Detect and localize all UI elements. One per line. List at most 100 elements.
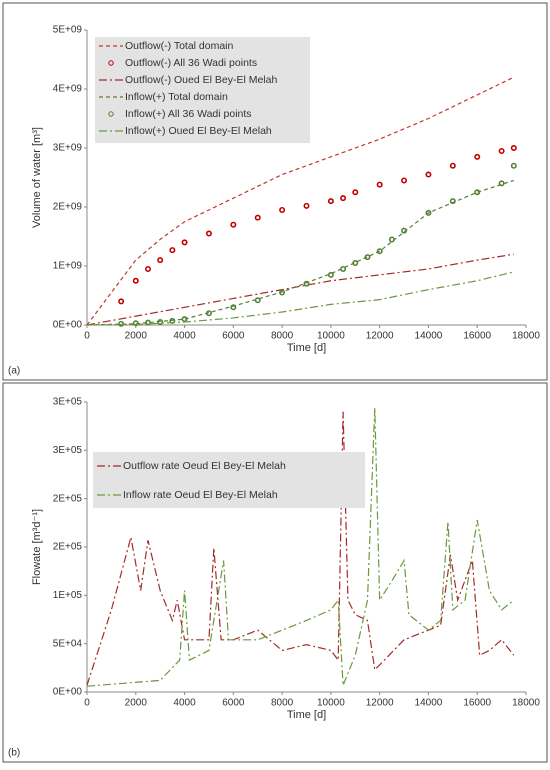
- y-tick-label: 5E+09: [53, 25, 83, 36]
- x-tick-label: 14000: [415, 331, 443, 342]
- data-point: [498, 147, 505, 154]
- x-tick-label: 14000: [415, 698, 443, 709]
- x-tick-label: 12000: [366, 698, 394, 709]
- x-tick-label: 8000: [271, 698, 294, 709]
- y-tick-label: 1E+05: [53, 590, 83, 601]
- data-point: [132, 277, 139, 284]
- series-line: [86, 271, 514, 326]
- series-line: [86, 76, 515, 326]
- panel-border: [2, 382, 548, 763]
- x-tick-label: 10000: [317, 331, 345, 342]
- x-tick-label: 0: [84, 698, 90, 709]
- data-point: [376, 181, 383, 188]
- legend-label: Inflow rate Oeud El Bey-El Melah: [123, 489, 278, 501]
- data-point: [144, 265, 151, 272]
- panel-border: [2, 2, 548, 381]
- x-tick-label: 2000: [125, 698, 148, 709]
- x-tick-label: 4000: [173, 698, 196, 709]
- legend-label: Outflow(-) Total domain: [125, 40, 234, 52]
- legend-label: Outflow rate Oeud El Bey-El Melah: [123, 460, 286, 472]
- data-point: [230, 304, 237, 311]
- data-point: [205, 310, 212, 317]
- data-point: [118, 298, 125, 305]
- data-point: [181, 239, 188, 246]
- legend-label: Inflow(+) All 36 Wadi points: [125, 108, 252, 120]
- data-point: [205, 230, 212, 237]
- data-point: [144, 319, 151, 326]
- data-point: [474, 153, 481, 160]
- y-tick-label: 4E+09: [53, 84, 83, 95]
- y-tick-label: 3E+09: [53, 143, 83, 154]
- y-tick-label: 0E+00: [53, 687, 83, 698]
- data-point: [279, 289, 286, 296]
- legend-marker: [108, 60, 114, 66]
- x-tick-label: 8000: [271, 331, 294, 342]
- data-point: [352, 260, 359, 267]
- x-axis-title: Time [d]: [287, 709, 326, 721]
- series-line: [86, 179, 514, 326]
- data-point: [303, 202, 310, 209]
- legend-label: Outflow(-) All 36 Wadi points: [125, 57, 257, 69]
- data-point: [157, 319, 164, 326]
- legend-box: [93, 452, 365, 508]
- data-point: [364, 254, 371, 261]
- data-point: [254, 297, 261, 304]
- data-point: [230, 221, 237, 228]
- x-tick-label: 0: [84, 331, 90, 342]
- data-point: [474, 189, 481, 196]
- x-tick-label: 2000: [125, 331, 148, 342]
- legend-box: [95, 37, 310, 143]
- x-tick-label: 6000: [222, 698, 245, 709]
- data-point: [510, 145, 517, 152]
- data-point: [376, 248, 383, 255]
- data-point: [327, 271, 334, 278]
- data-point: [352, 189, 359, 196]
- legend-label: Inflow(+) Total domain: [125, 91, 228, 103]
- x-axis-title: Time [d]: [287, 342, 326, 354]
- data-point: [449, 162, 456, 169]
- y-axis-title: Flowate [m³d⁻¹]: [31, 509, 43, 585]
- data-point: [118, 320, 125, 327]
- legend-label: Inflow(+) Oued El Bey-El Melah: [125, 125, 272, 137]
- x-tick-label: 18000: [512, 331, 540, 342]
- y-tick-label: 2E+05: [53, 542, 83, 553]
- data-point: [327, 198, 334, 205]
- y-tick-label: 5E+04: [53, 638, 83, 649]
- data-point: [340, 195, 347, 202]
- data-point: [510, 162, 517, 169]
- y-tick-label: 2E+09: [53, 202, 83, 213]
- y-tick-label: 3E+05: [53, 445, 83, 456]
- y-tick-label: 1E+09: [53, 261, 83, 272]
- x-tick-label: 4000: [173, 331, 196, 342]
- x-tick-label: 10000: [317, 698, 345, 709]
- data-point: [388, 236, 395, 243]
- panel-label: (a): [8, 366, 20, 377]
- data-point: [169, 247, 176, 254]
- x-tick-label: 6000: [222, 331, 245, 342]
- legend-label: Outflow(-) Oued El Bey-El Melah: [125, 74, 277, 86]
- data-point: [303, 280, 310, 287]
- legend-marker: [108, 111, 114, 117]
- x-tick-label: 12000: [366, 331, 394, 342]
- x-tick-label: 16000: [463, 331, 491, 342]
- data-point: [425, 209, 432, 216]
- x-tick-label: 18000: [512, 698, 540, 709]
- y-tick-label: 0E+00: [53, 320, 83, 331]
- y-tick-label: 3E+05: [53, 397, 83, 408]
- y-axis-title: Volume of water [m³]: [31, 127, 43, 228]
- data-point: [132, 320, 139, 327]
- panel-label: (b): [8, 748, 20, 759]
- x-tick-label: 16000: [463, 698, 491, 709]
- y-tick-label: 2E+05: [53, 493, 83, 504]
- series-line: [86, 411, 515, 686]
- data-point: [340, 265, 347, 272]
- data-point: [498, 180, 505, 187]
- data-point: [157, 257, 164, 264]
- data-point: [449, 198, 456, 205]
- data-point: [254, 214, 261, 221]
- data-point: [279, 206, 286, 213]
- data-point: [401, 177, 408, 184]
- data-point: [425, 171, 432, 178]
- series-line: [86, 253, 514, 326]
